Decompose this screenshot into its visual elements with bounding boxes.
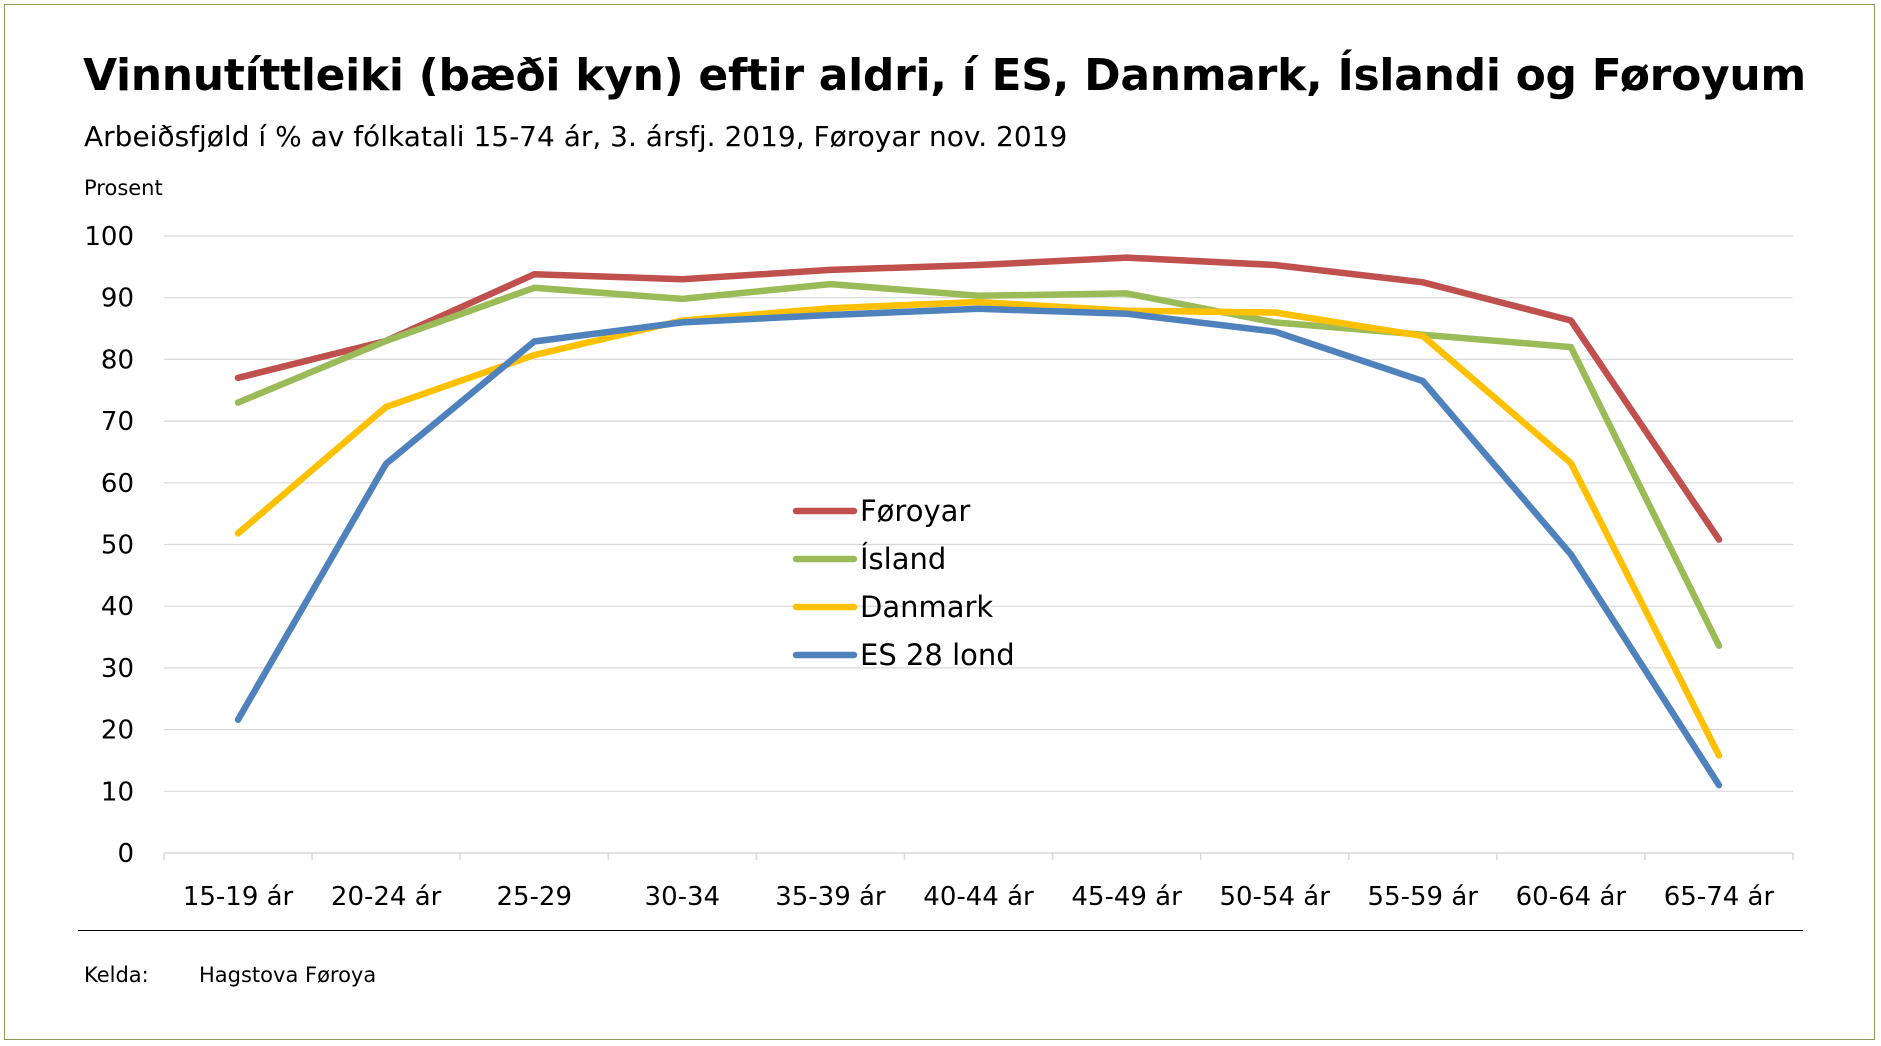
y-tick-labels: 0 10 20 30 40 50 60 70 80 90 100 <box>84 222 134 869</box>
source-divider <box>78 930 1803 931</box>
y-tick-label: 60 <box>101 469 134 499</box>
x-tick-label: 20-24 ár <box>331 882 442 912</box>
y-tick-label: 100 <box>84 222 134 252</box>
x-tick-label: 25-29 <box>496 882 572 912</box>
series-lines <box>234 254 1723 789</box>
legend-label: Danmark <box>860 590 993 624</box>
source-value: Hagstova Føroya <box>199 963 377 987</box>
series-line-0 <box>234 254 1723 543</box>
legend: Føroyar Ísland Danmark ES 28 lond <box>792 494 1015 672</box>
series-line-2 <box>234 298 1723 759</box>
chart-title: Vinnutíttleiki (bæði kyn) eftir aldri, í… <box>83 50 1806 101</box>
y-tick-label: 40 <box>101 592 134 622</box>
y-tick-label: 80 <box>101 345 134 375</box>
legend-label: Føroyar <box>860 494 970 528</box>
x-tick-label: 55-59 ár <box>1368 882 1479 912</box>
series-line-1 <box>234 280 1723 649</box>
source-label: Kelda: <box>84 963 149 987</box>
legend-label: ES 28 lond <box>860 638 1015 672</box>
x-tick-label: 35-39 ár <box>775 882 886 912</box>
chart-subtitle: Arbeiðsfjøld í % av fólkatali 15-74 ár, … <box>84 120 1068 153</box>
grid <box>164 235 1793 792</box>
axes <box>163 852 1794 860</box>
x-tick-label: 30-34 <box>645 882 721 912</box>
y-tick-label: 70 <box>101 407 134 437</box>
legend-label: Ísland <box>860 542 946 576</box>
y-tick-label: 90 <box>101 284 134 314</box>
x-tick-label: 65-74 ár <box>1664 882 1775 912</box>
x-tick-label: 45-49 ár <box>1071 882 1182 912</box>
y-tick-label: 30 <box>101 654 134 684</box>
x-tick-labels: 15-19 ár 20-24 ár 25-29 30-34 35-39 ár 40-44 … <box>183 882 1775 912</box>
y-axis-label: Prosent <box>84 176 163 200</box>
x-tick-label: 40-44 ár <box>923 882 1034 912</box>
x-tick-label: 60-64 ár <box>1516 882 1627 912</box>
y-tick-label: 10 <box>101 777 134 807</box>
x-tick-label: 15-19 ár <box>183 882 294 912</box>
x-tick-label: 50-54 ár <box>1219 882 1330 912</box>
y-tick-label: 0 <box>117 839 134 869</box>
y-tick-label: 20 <box>101 716 134 746</box>
series-line-3 <box>234 305 1723 789</box>
y-tick-label: 50 <box>101 531 134 561</box>
chart-frame <box>4 4 1875 1040</box>
